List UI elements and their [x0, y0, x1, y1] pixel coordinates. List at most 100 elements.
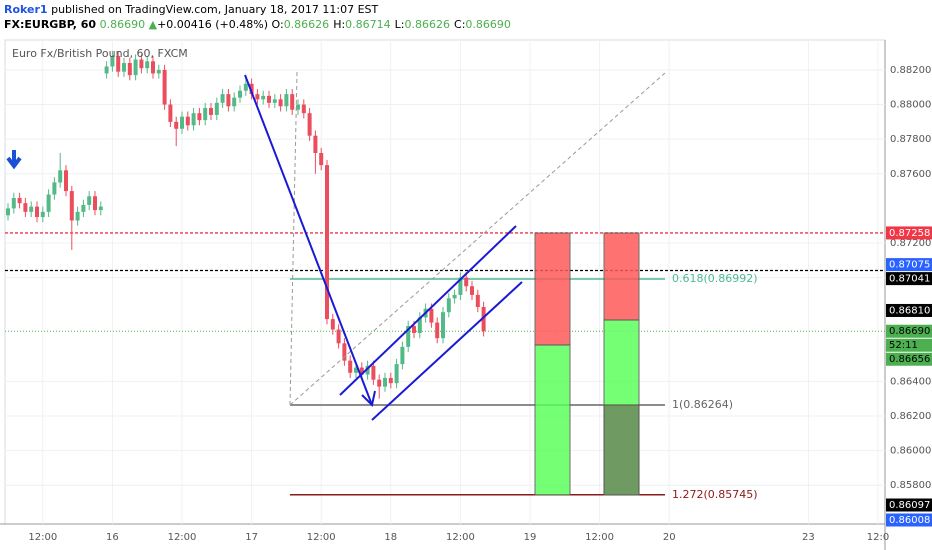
candle-body — [296, 104, 300, 110]
candle-body — [93, 196, 97, 211]
published: published on TradingView.com, January 18… — [51, 3, 379, 16]
y-tick-label: 0.87600 — [890, 169, 931, 180]
x-tick-label: 23 — [802, 532, 815, 543]
channel-lower — [371, 281, 523, 421]
publish-line: Roker1 published on TradingView.com, Jan… — [4, 3, 378, 16]
candle-body — [481, 307, 486, 332]
candle-body — [191, 113, 196, 126]
y-tick-label: 0.85800 — [890, 480, 931, 491]
candle-body — [336, 329, 341, 344]
x-tick-label: 12:00 — [585, 532, 614, 543]
arrow-head — [361, 390, 376, 408]
ohlc-label: H: — [333, 18, 346, 31]
price-badge — [886, 226, 932, 240]
candle-body — [98, 206, 103, 211]
fib-label: 1(0.86264) — [672, 398, 733, 411]
change-arrow: ▲ — [148, 18, 158, 31]
y-tick-label: 0.87200 — [890, 238, 931, 249]
candle-body — [394, 364, 399, 384]
candle-body — [342, 343, 347, 361]
ohlc-value: 0.86626 — [283, 18, 330, 31]
y-tick-label: 0.86200 — [890, 411, 931, 422]
x-tick-label: 12:00 — [446, 532, 475, 543]
author[interactable]: Roker1 — [4, 3, 48, 16]
candle-body — [452, 294, 457, 299]
candle-body — [307, 113, 312, 136]
candle-body — [348, 360, 353, 373]
last-price: 0.86690 — [99, 18, 146, 31]
candle-body — [313, 135, 318, 153]
price-badge — [886, 272, 932, 286]
price-badge-label: 0.86656 — [889, 354, 930, 365]
ohlc-value: 0.86626 — [404, 18, 451, 31]
candle-body — [17, 197, 22, 204]
candle-body — [359, 367, 364, 375]
y-tick-label: 0.88000 — [890, 100, 931, 111]
x-tick-label: 12:00 — [168, 532, 197, 543]
candle-body — [220, 94, 225, 103]
x-tick-label: 19 — [524, 532, 537, 543]
down-arrow — [6, 150, 22, 170]
price-badge-label: 0.86810 — [889, 305, 930, 316]
risk-box — [534, 232, 571, 346]
x-tick-label: 12:0 — [867, 532, 889, 543]
price-badge-label: 0.87041 — [889, 274, 930, 285]
reward-box-dark — [603, 404, 640, 496]
candle-body — [301, 104, 306, 114]
price-badge-label: 0.86008 — [889, 515, 930, 526]
candle-body — [110, 56, 115, 67]
price-badge — [886, 498, 932, 512]
candle-body — [203, 108, 208, 121]
fib-vertical — [289, 71, 298, 406]
candle-body — [122, 63, 126, 72]
y-tick-label: 0.86000 — [890, 446, 931, 457]
y-tick-label: 0.88200 — [890, 65, 931, 76]
candle-body — [64, 170, 68, 192]
price-badge — [886, 258, 932, 272]
price-badge-label: 0.87075 — [889, 260, 930, 271]
candle-body — [284, 94, 289, 107]
symbol-title: Euro Fx/British Pound, 60, FXCM — [12, 47, 188, 60]
quote-line: FX:EURGBP, 60 0.86690 ▲+0.00416 (+0.48%)… — [4, 18, 515, 31]
symbol: FX:EURGBP, 60 — [4, 18, 97, 31]
trend-arrow — [244, 74, 373, 406]
candle-body — [435, 322, 440, 339]
candle-body — [412, 326, 416, 333]
candle-body — [162, 69, 167, 105]
ohlc-label: O: — [271, 18, 284, 31]
ohlc-label: C: — [454, 18, 466, 31]
price-badge-label: 0.87258 — [889, 228, 930, 239]
candle-body — [81, 204, 86, 212]
candle-body — [464, 277, 469, 287]
candle-body — [232, 97, 237, 107]
price-badge — [886, 352, 932, 366]
candle-body — [40, 211, 45, 218]
candle-body — [388, 377, 393, 384]
candle-body — [127, 63, 132, 76]
risk-box — [603, 232, 640, 321]
candle-body — [75, 211, 80, 221]
candle-body — [133, 59, 138, 76]
ohlc-value: 0.86690 — [465, 18, 511, 31]
candle-body — [400, 346, 405, 365]
ohlc-label: L: — [394, 18, 405, 31]
candle-body — [429, 308, 434, 323]
x-tick-label: 16 — [106, 532, 119, 543]
candle-body — [354, 367, 358, 373]
candle-body — [365, 365, 370, 375]
candle-body — [249, 83, 254, 95]
candle-body — [470, 286, 474, 295]
price-badge-label: 52:11 — [889, 340, 918, 351]
candle-body — [441, 312, 445, 339]
channel-upper — [339, 225, 517, 396]
candle-body — [458, 277, 463, 295]
candle-body — [151, 61, 155, 74]
candle-body — [180, 116, 184, 129]
y-tick-label: 0.86400 — [890, 376, 931, 387]
candle-body — [290, 94, 295, 110]
fib-label: 0.618(0.86992) — [672, 272, 758, 285]
candle-body — [139, 59, 144, 69]
reward-box — [534, 344, 571, 496]
